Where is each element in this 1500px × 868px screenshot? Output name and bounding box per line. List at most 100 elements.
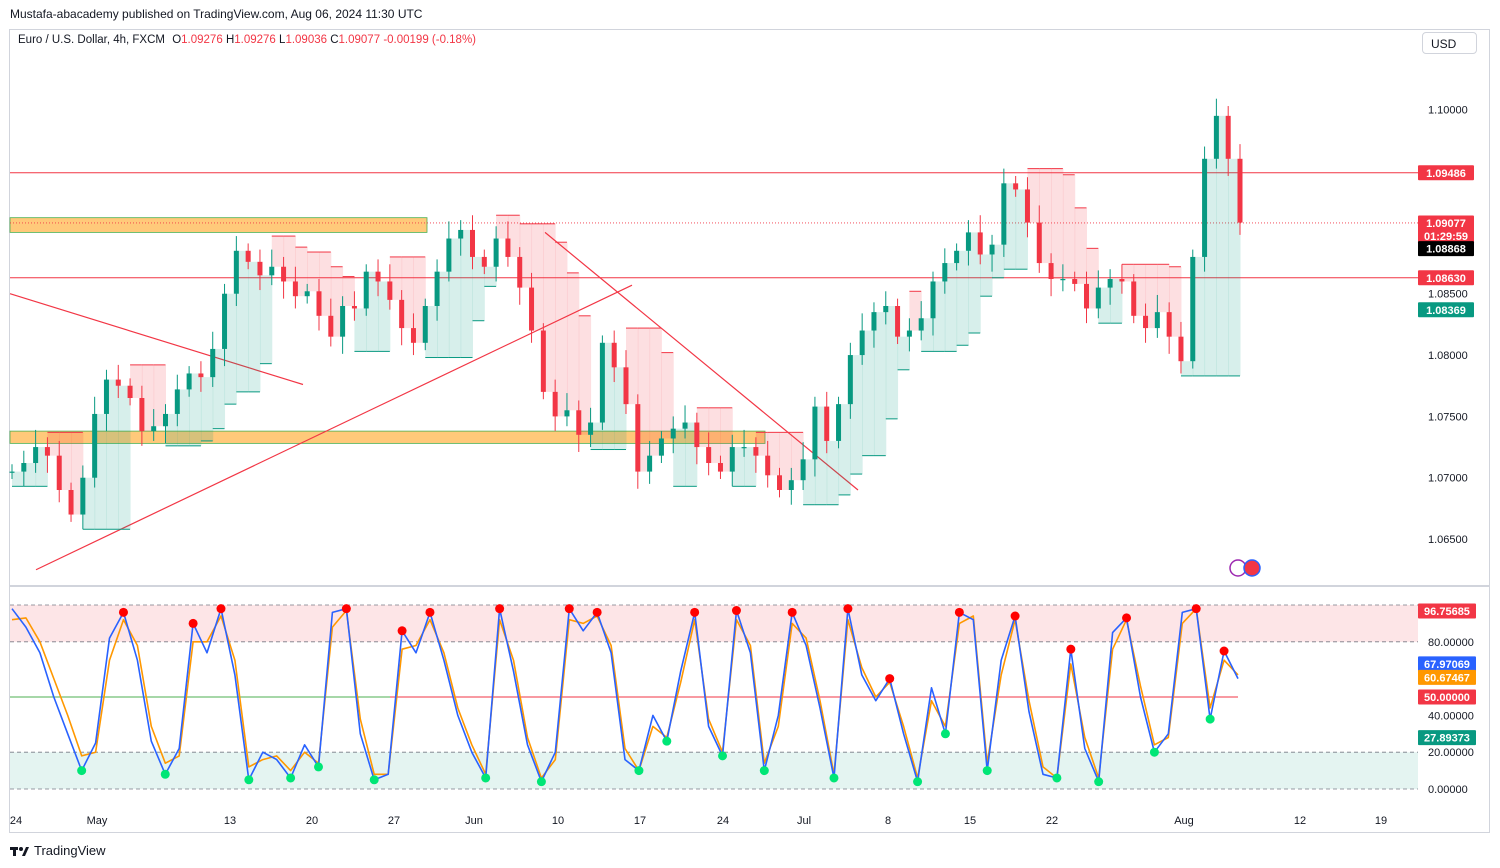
candle-body bbox=[210, 348, 216, 378]
trend-band bbox=[248, 261, 261, 392]
trend-band bbox=[602, 342, 615, 450]
price-axis-tick: 1.10000 bbox=[1428, 105, 1468, 117]
trend-band bbox=[460, 229, 473, 358]
close-label: C bbox=[330, 34, 339, 46]
stoch-value-tag bbox=[1418, 603, 1476, 619]
currency-button[interactable]: USD bbox=[1422, 32, 1477, 54]
trend-band bbox=[448, 238, 462, 358]
trend-band bbox=[59, 432, 72, 490]
stoch-sell-dot bbox=[954, 607, 964, 617]
stoch-sell-dot bbox=[341, 604, 351, 614]
candle-body bbox=[918, 318, 924, 331]
candle-body bbox=[717, 463, 723, 472]
stoch-sell-dot bbox=[1191, 604, 1201, 614]
candle-body bbox=[1024, 189, 1030, 223]
candle-body bbox=[1119, 279, 1125, 282]
trend-band bbox=[649, 328, 662, 456]
stoch-buy-dot bbox=[314, 762, 323, 772]
high-label: H bbox=[225, 34, 235, 46]
high-value: 1.09276 bbox=[234, 34, 276, 46]
trend-band bbox=[685, 422, 698, 487]
candle-body bbox=[328, 315, 334, 337]
trend-band bbox=[1062, 174, 1076, 280]
candle-body bbox=[257, 261, 263, 276]
trend-band bbox=[1003, 183, 1017, 270]
trend-band bbox=[578, 315, 592, 435]
tv-logo-icon bbox=[10, 846, 29, 856]
trend-band bbox=[354, 308, 367, 352]
candle-body bbox=[446, 238, 452, 272]
trend-band bbox=[1180, 361, 1194, 376]
trend-band bbox=[35, 447, 48, 487]
trend-band bbox=[1074, 207, 1087, 284]
time-axis-tick: May bbox=[87, 815, 108, 827]
stoch-buy-dot bbox=[160, 769, 170, 779]
candle-body bbox=[765, 455, 771, 476]
trend-band bbox=[1216, 115, 1229, 376]
trend-band bbox=[779, 432, 792, 490]
stoch-k-line bbox=[11, 607, 1239, 783]
stoch-sell-dot bbox=[495, 604, 505, 614]
trend-band bbox=[177, 389, 190, 446]
trend-band bbox=[921, 318, 934, 352]
trend-band bbox=[389, 256, 403, 300]
candle-body bbox=[505, 238, 511, 257]
trend-band bbox=[1027, 168, 1040, 223]
event-icon bbox=[1243, 559, 1261, 577]
stoch-buy-dot bbox=[662, 736, 672, 746]
candle-body bbox=[517, 256, 523, 288]
trend-band bbox=[531, 223, 544, 331]
tradingview-logo[interactable]: TradingView bbox=[10, 843, 106, 858]
trend-band bbox=[307, 252, 320, 292]
trend-band bbox=[862, 330, 875, 456]
chart-frame bbox=[9, 29, 1490, 833]
candle-body bbox=[363, 271, 369, 309]
candle-body bbox=[44, 447, 50, 456]
stoch-buy-dot bbox=[759, 766, 769, 776]
time-axis-tick: 20 bbox=[306, 815, 318, 827]
trend-band bbox=[472, 256, 485, 321]
trend-band bbox=[732, 447, 745, 487]
candle-body bbox=[682, 422, 688, 429]
candle-body bbox=[1084, 283, 1089, 309]
candle-body bbox=[777, 475, 782, 490]
time-axis-tick: Aug bbox=[1174, 815, 1194, 827]
trend-band bbox=[1157, 264, 1170, 313]
candle-body bbox=[1036, 222, 1042, 264]
stoch-buy-dot bbox=[536, 777, 546, 787]
trend-band bbox=[130, 364, 143, 398]
stoch-buy-dot bbox=[829, 773, 839, 783]
trend-band bbox=[803, 459, 816, 505]
stoch-sell-dot bbox=[564, 604, 574, 614]
open-label: O bbox=[172, 34, 182, 46]
stoch-buy-dot bbox=[1052, 773, 1062, 783]
stoch-sell-dot bbox=[690, 607, 700, 617]
time-axis-tick: 27 bbox=[388, 815, 400, 827]
candle-body bbox=[493, 238, 499, 267]
trend-band bbox=[1110, 279, 1123, 324]
trend-band bbox=[496, 215, 509, 239]
trend-band bbox=[909, 291, 922, 331]
trend-band bbox=[295, 247, 308, 297]
time-axis-tick: 8 bbox=[885, 815, 891, 827]
candle-body bbox=[1060, 279, 1066, 281]
trend-band bbox=[661, 352, 674, 439]
candle-body bbox=[21, 463, 27, 472]
candle-body bbox=[942, 263, 948, 282]
candle-body bbox=[1237, 158, 1243, 223]
candle-body bbox=[1013, 183, 1019, 190]
countdown-label: 01:29:59 bbox=[1424, 231, 1468, 243]
candle-body bbox=[281, 266, 287, 282]
candle-body bbox=[611, 342, 617, 368]
stoch-value-label: 67.97069 bbox=[1424, 659, 1470, 671]
candle-body bbox=[599, 342, 605, 423]
candle-body bbox=[115, 379, 121, 386]
trend-band bbox=[968, 232, 981, 333]
trend-band bbox=[1098, 287, 1111, 324]
stoch-buy-dot bbox=[244, 775, 254, 785]
candle-body bbox=[1225, 115, 1231, 159]
trend-band bbox=[543, 223, 556, 392]
publisher-text: Mustafa-abacademy published on TradingVi… bbox=[10, 7, 423, 21]
time-axis-tick: 24 bbox=[717, 815, 729, 827]
